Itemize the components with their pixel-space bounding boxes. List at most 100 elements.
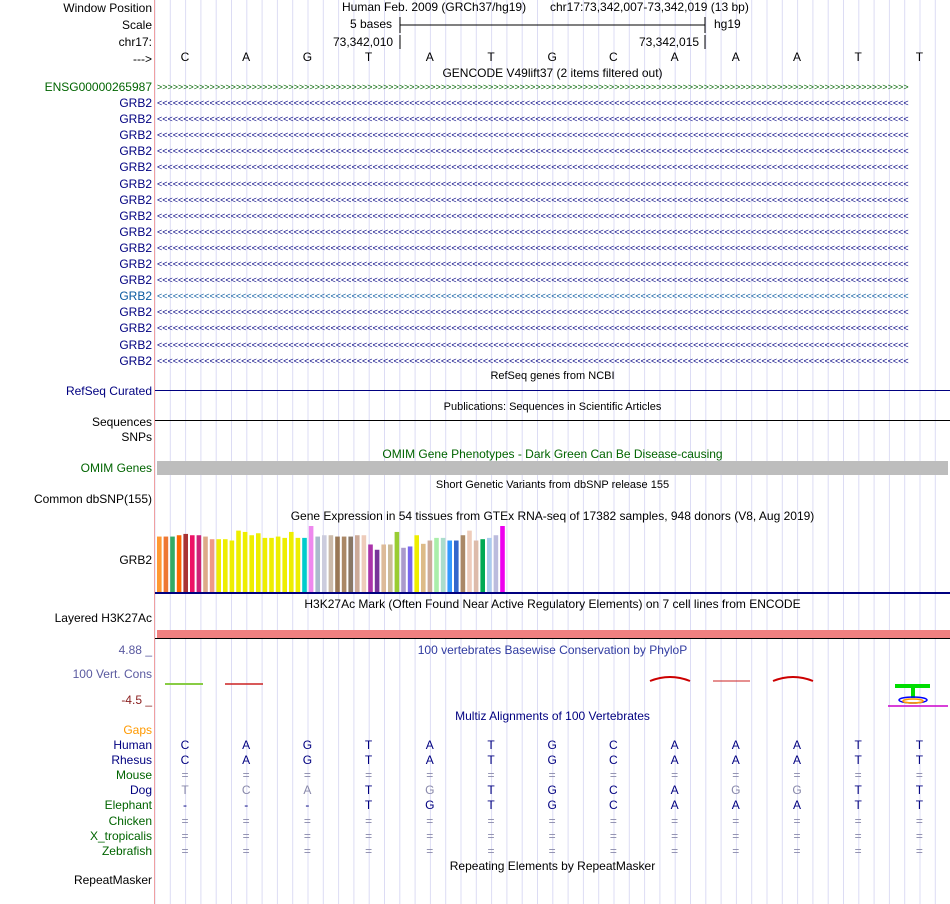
gencode-item-label[interactable]: GRB2	[119, 224, 152, 239]
gtex-tissue-bar[interactable]	[500, 526, 505, 592]
gtex-tissue-bar[interactable]	[236, 530, 241, 592]
gtex-tissue-bar[interactable]	[196, 535, 202, 592]
gene-feature-reverse[interactable]: <<<<<<<<<<<<<<<<<<<<<<<<<<<<<<<<<<<<<<<<…	[157, 114, 909, 125]
refseq-gene-line[interactable]	[155, 390, 950, 391]
gencode-item-label[interactable]: GRB2	[119, 257, 152, 271]
snps-label[interactable]: SNPs	[121, 430, 152, 444]
gtex-tissue-bar[interactable]	[348, 536, 353, 592]
gene-feature-reverse[interactable]: <<<<<<<<<<<<<<<<<<<<<<<<<<<<<<<<<<<<<<<<…	[157, 307, 909, 318]
gene-feature-reverse[interactable]: <<<<<<<<<<<<<<<<<<<<<<<<<<<<<<<<<<<<<<<<…	[157, 339, 909, 350]
gtex-tissue-bar[interactable]	[209, 539, 215, 592]
species-label[interactable]: Rhesus	[111, 753, 152, 768]
gtex-tissue-bar[interactable]	[374, 549, 380, 592]
species-label[interactable]: Human	[113, 738, 152, 752]
gencode-item-label[interactable]: GRB2	[119, 321, 152, 336]
gtex-tissue-bar[interactable]	[315, 536, 320, 592]
gtex-tissue-bar[interactable]	[282, 537, 287, 592]
sequences-label[interactable]: Sequences	[91, 415, 152, 429]
gencode-item-label[interactable]: GRB2	[119, 144, 152, 159]
gtex-tissue-bar[interactable]	[368, 544, 373, 592]
gtex-tissue-bar[interactable]	[295, 537, 301, 592]
gene-feature-reverse[interactable]: <<<<<<<<<<<<<<<<<<<<<<<<<<<<<<<<<<<<<<<<…	[157, 98, 909, 108]
gtex-tissue-bar[interactable]	[176, 535, 182, 592]
gtex-tissue-bar[interactable]	[394, 531, 400, 592]
gtex-bar-chart[interactable]	[155, 526, 950, 596]
gtex-tissue-bar[interactable]	[473, 540, 479, 592]
gene-feature-reverse[interactable]: <<<<<<<<<<<<<<<<<<<<<<<<<<<<<<<<<<<<<<<<…	[157, 146, 909, 157]
species-label[interactable]: Elephant	[104, 798, 152, 813]
gene-feature-reverse[interactable]: <<<<<<<<<<<<<<<<<<<<<<<<<<<<<<<<<<<<<<<<…	[157, 291, 909, 302]
gtex-tissue-bar[interactable]	[256, 533, 261, 592]
gtex-tissue-bar[interactable]	[249, 535, 254, 592]
gtex-tissue-bar[interactable]	[242, 531, 248, 592]
gtex-tissue-bar[interactable]	[434, 537, 439, 592]
gtex-tissue-bar[interactable]	[269, 537, 274, 592]
gtex-tissue-bar[interactable]	[308, 526, 314, 592]
gtex-tissue-bar[interactable]	[355, 535, 360, 592]
gencode-item-label[interactable]: GRB2	[119, 208, 152, 223]
gene-feature-reverse[interactable]: <<<<<<<<<<<<<<<<<<<<<<<<<<<<<<<<<<<<<<<<…	[157, 130, 909, 141]
gtex-tissue-bar[interactable]	[322, 535, 327, 592]
gtex-tissue-bar[interactable]	[183, 533, 188, 592]
gtex-tissue-bar[interactable]	[361, 535, 367, 592]
species-label[interactable]: Mouse	[115, 768, 152, 783]
gtex-tissue-bar[interactable]	[262, 537, 268, 592]
publications-line[interactable]	[155, 420, 950, 421]
gene-feature-reverse[interactable]: <<<<<<<<<<<<<<<<<<<<<<<<<<<<<<<<<<<<<<<<…	[157, 275, 909, 286]
gtex-tissue-bar[interactable]	[407, 546, 413, 592]
gencode-item-label[interactable]: GRB2	[119, 176, 152, 191]
gtex-tissue-bar[interactable]	[216, 539, 221, 592]
gtex-tissue-bar[interactable]	[401, 547, 406, 592]
species-label[interactable]: Zebrafish	[101, 843, 152, 858]
gtex-tissue-bar[interactable]	[460, 535, 466, 592]
gtex-tissue-bar[interactable]	[275, 536, 281, 592]
gene-feature-reverse[interactable]: <<<<<<<<<<<<<<<<<<<<<<<<<<<<<<<<<<<<<<<<…	[157, 355, 909, 366]
gene-feature-reverse[interactable]: <<<<<<<<<<<<<<<<<<<<<<<<<<<<<<<<<<<<<<<<…	[157, 242, 909, 253]
gtex-tissue-bar[interactable]	[289, 531, 294, 592]
refseq-label[interactable]: RefSeq Curated	[65, 384, 152, 398]
h3k27ac-label[interactable]: Layered H3K27Ac	[54, 611, 152, 625]
gtex-tissue-bar[interactable]	[223, 539, 228, 592]
gtex-tissue-bar[interactable]	[381, 544, 386, 592]
gtex-tissue-bar[interactable]	[421, 543, 426, 592]
gtex-tissue-bar[interactable]	[341, 536, 347, 592]
gencode-item-label[interactable]: GRB2	[119, 240, 152, 255]
gtex-tissue-bar[interactable]	[427, 540, 433, 592]
gtex-tissue-bar[interactable]	[229, 540, 235, 592]
gene-feature-reverse[interactable]: <<<<<<<<<<<<<<<<<<<<<<<<<<<<<<<<<<<<<<<<…	[157, 178, 909, 189]
gencode-item-label[interactable]: GRB2	[119, 192, 152, 207]
gtex-tissue-bar[interactable]	[487, 537, 492, 592]
gtex-tissue-bar[interactable]	[157, 536, 162, 592]
gencode-item-ensg[interactable]: ENSG00000265987	[44, 80, 152, 94]
gtex-tissue-bar[interactable]	[447, 540, 452, 592]
gtex-tissue-bar[interactable]	[302, 537, 307, 592]
omim-feature[interactable]	[157, 461, 948, 475]
species-label[interactable]: X_tropicalis	[89, 828, 152, 843]
h3k27ac-signal[interactable]	[157, 630, 950, 638]
gene-feature-reverse[interactable]: <<<<<<<<<<<<<<<<<<<<<<<<<<<<<<<<<<<<<<<<…	[157, 323, 909, 334]
gencode-item-label[interactable]: GRB2	[119, 273, 152, 288]
gene-feature-reverse[interactable]: <<<<<<<<<<<<<<<<<<<<<<<<<<<<<<<<<<<<<<<<…	[157, 210, 909, 221]
gencode-item-label[interactable]: GRB2	[119, 112, 152, 127]
gtex-label[interactable]: GRB2	[119, 553, 152, 567]
gene-feature-reverse[interactable]: <<<<<<<<<<<<<<<<<<<<<<<<<<<<<<<<<<<<<<<<…	[157, 162, 909, 173]
gencode-item-label[interactable]: GRB2	[119, 337, 152, 352]
gtex-tissue-bar[interactable]	[163, 536, 169, 592]
phylop-label[interactable]: 100 Vert. Cons	[72, 667, 152, 681]
gencode-item-label[interactable]: GRB2	[119, 305, 152, 320]
gtex-tissue-bar[interactable]	[190, 535, 195, 592]
gencode-item-label[interactable]: GRB2	[119, 289, 152, 304]
gtex-tissue-bar[interactable]	[414, 535, 419, 592]
gencode-item-label[interactable]: GRB2	[119, 96, 152, 110]
gtex-tissue-bar[interactable]	[335, 536, 340, 592]
gene-feature-forward[interactable]: >>>>>>>>>>>>>>>>>>>>>>>>>>>>>>>>>>>>>>>>…	[157, 82, 909, 92]
gtex-tissue-bar[interactable]	[454, 540, 459, 592]
gtex-tissue-bar[interactable]	[493, 535, 499, 592]
gtex-tissue-bar[interactable]	[388, 544, 393, 592]
gene-feature-reverse[interactable]: <<<<<<<<<<<<<<<<<<<<<<<<<<<<<<<<<<<<<<<<…	[157, 194, 909, 205]
gtex-tissue-bar[interactable]	[467, 530, 472, 592]
dbsnp-label[interactable]: Common dbSNP(155)	[33, 492, 152, 506]
gene-feature-reverse[interactable]: <<<<<<<<<<<<<<<<<<<<<<<<<<<<<<<<<<<<<<<<…	[157, 226, 909, 237]
gene-feature-reverse[interactable]: <<<<<<<<<<<<<<<<<<<<<<<<<<<<<<<<<<<<<<<<…	[157, 259, 909, 269]
